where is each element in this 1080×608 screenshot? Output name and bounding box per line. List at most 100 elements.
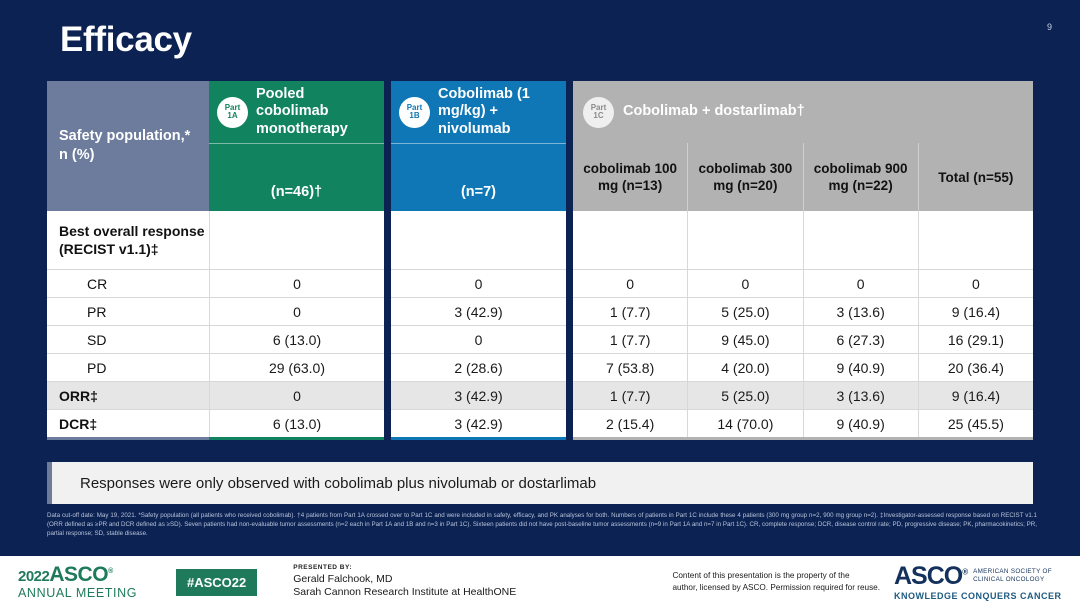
rights-statement: Content of this presentation is the prop… [672,570,894,594]
hashtag-badge: #ASCO22 [176,568,258,596]
block-edge-part-1b [391,437,566,440]
table-body-part-1a: Best overall response (RECIST v1.1)‡ CR … [47,211,384,437]
row-label-section: Best overall response (RECIST v1.1)‡ [59,222,205,257]
cell-value: 2 (28.6) [454,359,503,376]
table-row: Best overall response (RECIST v1.1)‡ [47,211,384,269]
presenter-affiliation: Sarah Cannon Research Institute at Healt… [293,586,517,599]
cell-value: 6 (13.0) [209,326,384,353]
cell-value: 3 (42.9) [454,387,503,404]
asco-tagline: KNOWLEDGE CONQUERS CANCER [894,590,1062,601]
table-row: 3 (42.9) [391,381,566,409]
row-label: PR [87,303,107,320]
group-title-part-1b: Cobolimab (1 mg/kg) + nivolumab [438,85,530,137]
asco-wordmark: ASCO® [894,561,968,590]
table-row: PR 0 [47,297,384,325]
cell-value: 14 (70.0) [687,410,802,437]
efficacy-table: Safety population,* n (%) Part 1A Pooled… [47,81,1033,440]
table-row: 0 0 0 0 [573,269,1033,297]
table-row [391,211,566,269]
table-row: CR 0 [47,269,384,297]
cell-value: 5 (25.0) [687,382,802,409]
rights-line-2: author, licensed by ASCO. Permission req… [672,583,880,592]
table-block-part-1b: Part 1B Cobolimab (1 mg/kg) + nivolumab … [391,81,566,440]
rights-line-1: Content of this presentation is the prop… [672,571,850,581]
registered-mark-icon: ® [108,568,113,576]
cell-value: 5 (25.0) [687,298,802,325]
subcolumn-header: Total (n=55) [917,143,1033,211]
page-title: Efficacy [60,20,192,59]
cell-empty [917,211,1033,269]
cell-value: 6 (27.3) [802,326,918,353]
row-label: CR [87,275,108,292]
cell-value: 4 (20.0) [687,354,802,381]
cell-value: 25 (45.5) [917,410,1033,437]
group-title-part-1a: Pooled cobolimab monotherapy [256,85,348,137]
cell-value: 1 (7.7) [609,303,651,320]
subcolumn-header: cobolimab 100 mg (n=13) [583,161,678,193]
table-body-part-1c: 0 0 0 0 1 (7.7) 5 (25.0) 3 (13.6) 9 (16.… [573,211,1033,437]
cell-value: 0 [209,270,384,297]
cell-empty [209,211,384,269]
row-label: ORR‡ [59,387,98,404]
cell-value: 9 (16.4) [917,382,1033,409]
group-header-part-1c: Part 1C Cobolimab + dostarlimab† [573,81,1033,143]
block-edge-part-1a [209,437,384,440]
cell-value: 1 (7.7) [609,387,651,404]
stub-header: Safety population,* n (%) [47,81,209,211]
cell-value: 3 (13.6) [802,382,918,409]
cell-empty [573,211,687,269]
table-row: 3 (42.9) [391,297,566,325]
part-badge-line2: 1B [409,111,420,120]
cell-value: 20 (36.4) [917,354,1033,381]
cell-value: 7 (53.8) [606,359,655,376]
registered-mark-icon: ® [962,567,968,577]
meeting-subtitle: ANNUAL MEETING [18,586,138,601]
cell-value: 0 [917,270,1033,297]
part-badge-line1: Part [590,102,607,112]
table-row: DCR‡ 6 (13.0) [47,409,384,437]
table-body-part-1b: 0 3 (42.9) 0 2 (28.6) 3 (42.9) 3 (42.9) [391,211,566,437]
asco-logo: ASCO® AMERICAN SOCIETY OF CLINICAL ONCOL… [894,561,1066,601]
asco-annual-meeting-logo: 2022ASCO® ANNUAL MEETING [18,564,168,600]
cell-value: 0 [687,270,802,297]
group-n-part-1b: (n=7) [391,143,566,211]
block-edge-stub [47,437,209,440]
presented-by-label: PRESENTED BY: [293,564,352,572]
subcolumn-header: cobolimab 300 mg (n=20) [687,143,802,211]
cell-value: 3 (13.6) [802,298,918,325]
cell-value: 0 [626,275,635,292]
cell-value: 9 (40.9) [802,410,918,437]
footer-bar: 2022ASCO® ANNUAL MEETING #ASCO22 PRESENT… [0,556,1080,608]
table-row: 2 (28.6) [391,353,566,381]
meeting-year: 2022 [18,568,50,586]
cell-value: 0 [474,331,483,348]
table-row: 3 (42.9) [391,409,566,437]
cell-value: 9 (40.9) [802,354,918,381]
table-row: 1 (7.7) 5 (25.0) 3 (13.6) 9 (16.4) [573,297,1033,325]
presenter-block: PRESENTED BY: Gerald Falchook, MD Sarah … [293,564,516,599]
table-block-part-1c: Part 1C Cobolimab + dostarlimab† cobolim… [573,81,1033,440]
table-row [573,211,1033,269]
cell-empty [391,211,566,269]
block-edge-part-1c [573,437,1033,440]
presenter-name: Gerald Falchook, MD [293,572,393,585]
cell-value: 9 (16.4) [917,298,1033,325]
subcolumn-header-row: cobolimab 100 mg (n=13) cobolimab 300 mg… [573,143,1033,211]
table-block-part-1a: Safety population,* n (%) Part 1A Pooled… [47,81,384,440]
cell-value: 29 (63.0) [209,354,384,381]
cell-value: 2 (15.4) [606,415,655,432]
cell-value: 1 (7.7) [609,331,651,348]
cell-value: 0 [474,275,483,292]
part-badge-line1: Part [406,102,423,112]
cell-value: 16 (29.1) [917,326,1033,353]
cell-empty [687,211,802,269]
table-row: PD 29 (63.0) [47,353,384,381]
group-title-part-1c: Cobolimab + dostarlimab† [623,103,805,120]
part-badge-line2: 1A [227,111,238,120]
table-row: ORR‡ 0 [47,381,384,409]
part-badge-1c: Part 1C [583,96,614,128]
group-n-part-1a: (n=46)† [209,143,384,211]
key-message-callout: Responses were only observed with coboli… [47,462,1033,504]
table-row: SD 6 (13.0) [47,325,384,353]
